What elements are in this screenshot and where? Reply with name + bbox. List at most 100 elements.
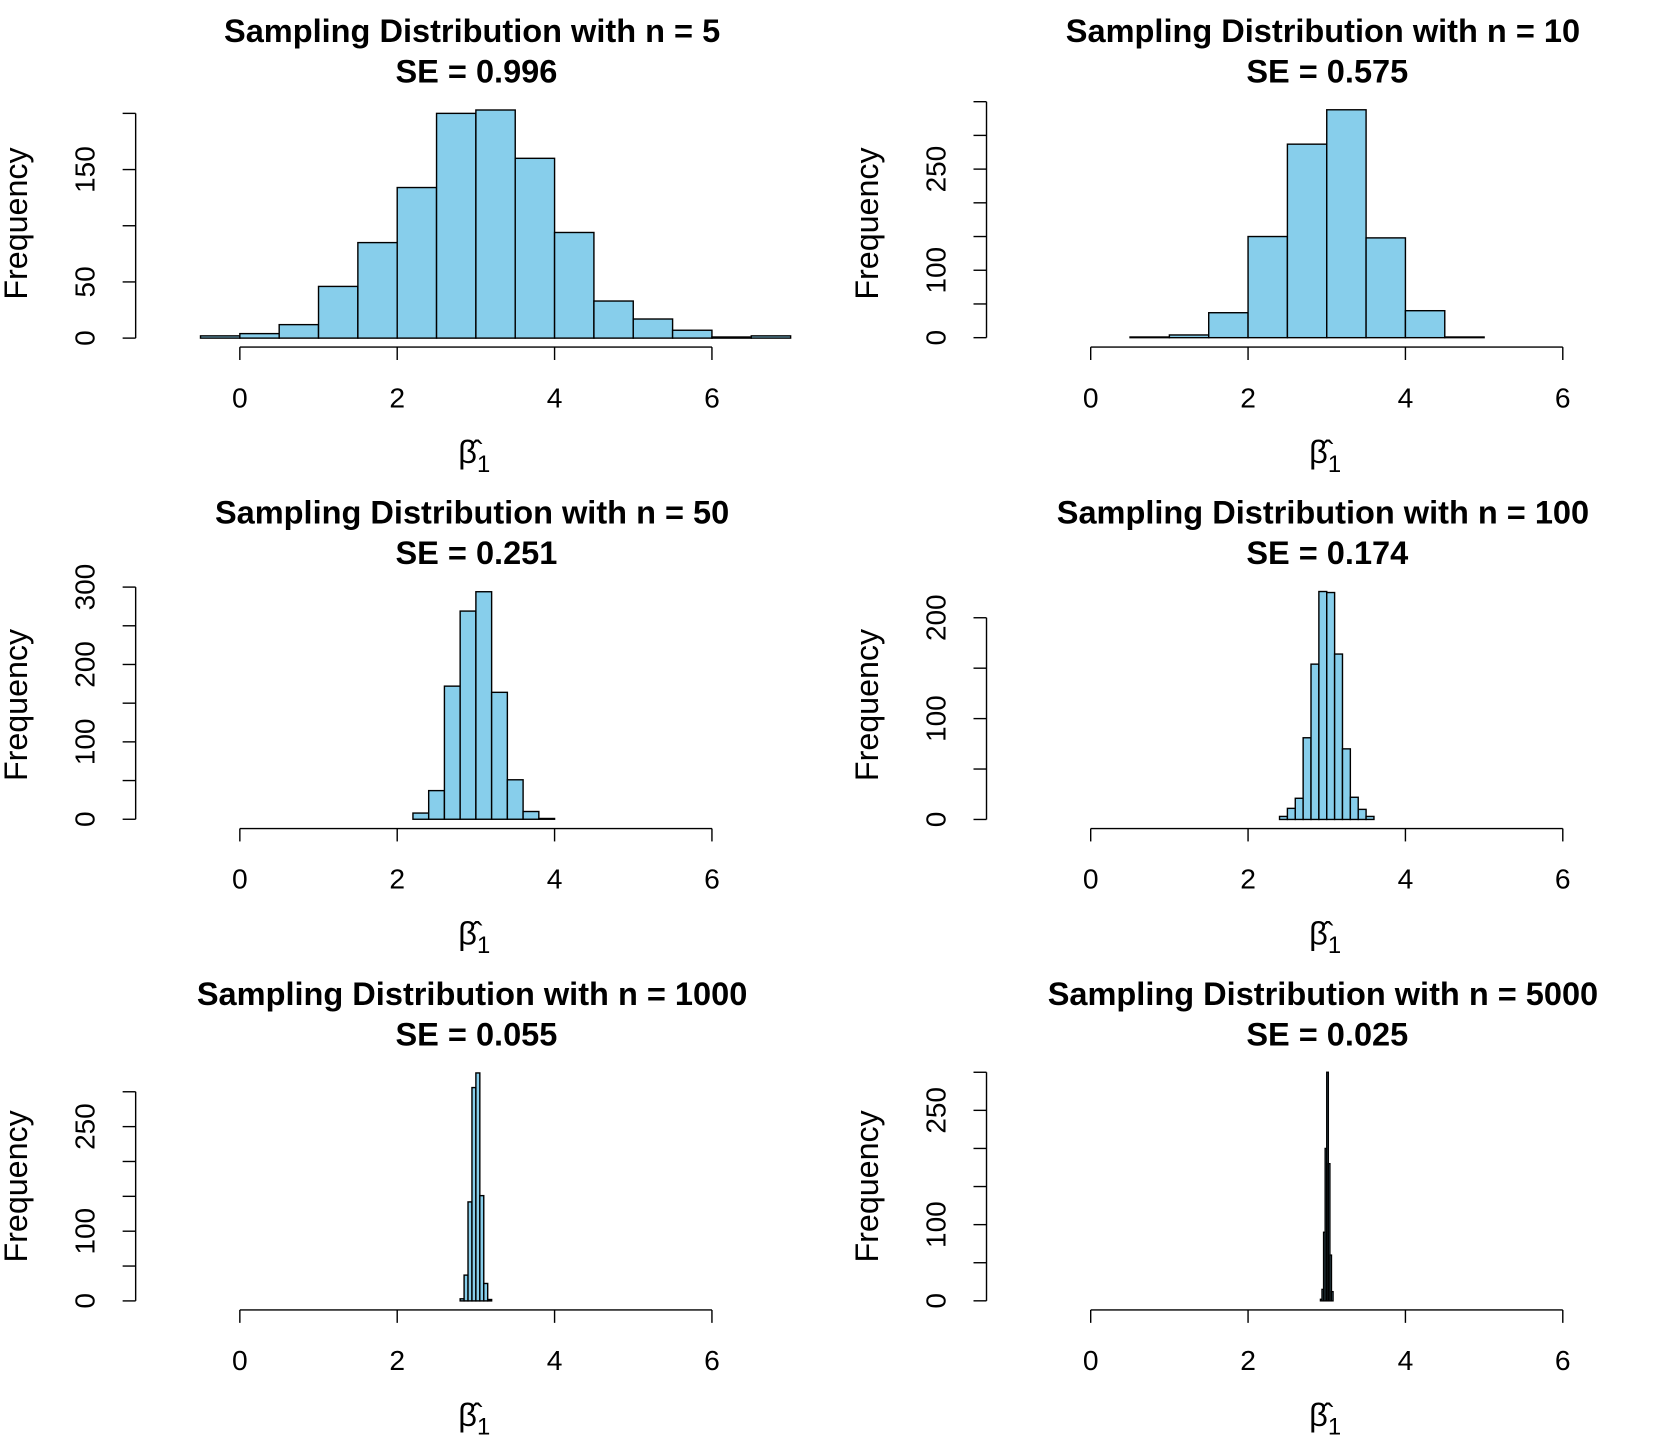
y-tick-label: 0 [920, 1293, 951, 1309]
chart-title: Sampling Distribution with n = 100 [1057, 494, 1589, 530]
y-tick-label: 200 [69, 641, 100, 688]
y-tick-label: 300 [69, 564, 100, 611]
bar [199, 335, 241, 339]
x-label-subscript: 1 [1328, 451, 1341, 478]
bar [1326, 591, 1336, 821]
x-tick-label: 6 [1555, 1345, 1571, 1376]
bar [427, 789, 446, 820]
bar [483, 1282, 489, 1302]
x-label-subscript: 1 [477, 451, 490, 478]
bar [632, 318, 674, 339]
bar [357, 241, 398, 339]
bar [1365, 815, 1375, 821]
y-axis-label: Frequency [849, 147, 885, 300]
x-axis-label: β̂1 [458, 916, 490, 959]
bar [412, 812, 430, 820]
bar [553, 231, 595, 339]
bar [750, 335, 792, 339]
y-axis-label: Frequency [0, 1109, 34, 1262]
x-tick-label: 0 [1083, 382, 1099, 413]
chart-subtitle: SE = 0.996 [395, 54, 557, 90]
bar [1404, 309, 1446, 339]
chart-subtitle: SE = 0.575 [1246, 54, 1408, 90]
bar [486, 1298, 493, 1302]
x-tick-label: 0 [232, 1345, 248, 1376]
bar [459, 610, 477, 820]
x-tick-label: 6 [1555, 864, 1571, 895]
bar [1286, 143, 1328, 339]
panel: Sampling Distribution with n = 50 SE = 0.… [0, 494, 729, 959]
bar [1341, 748, 1352, 821]
x-tick-label: 2 [389, 864, 405, 895]
x-tick-label: 4 [547, 864, 563, 895]
y-tick-label: 150 [69, 146, 100, 193]
y-tick-label: 200 [920, 594, 951, 641]
x-label-subscript: 1 [477, 932, 490, 959]
panel: Sampling Distribution with n = 5000 SE = … [849, 976, 1598, 1440]
y-axis-label: Frequency [849, 628, 885, 781]
y-tick-label: 50 [69, 266, 100, 297]
chart-title: Sampling Distribution with n = 5000 [1048, 976, 1598, 1012]
x-label-subscript: 1 [1328, 932, 1341, 959]
y-tick-label: 0 [69, 330, 100, 346]
y-tick-label: 100 [69, 719, 100, 766]
y-tick-label: 100 [920, 695, 951, 742]
panel: Sampling Distribution with n = 10 SE = 0.… [849, 13, 1580, 478]
bar [239, 332, 280, 339]
chart-subtitle: SE = 0.251 [395, 535, 557, 571]
bar [671, 329, 713, 339]
bar [1278, 815, 1289, 821]
bar [593, 300, 634, 339]
bar [278, 323, 320, 339]
bar [443, 685, 461, 820]
bar [522, 810, 540, 820]
x-label-subscript: 1 [1328, 1414, 1341, 1440]
bar [1333, 653, 1344, 821]
y-axis-label: Frequency [849, 1109, 885, 1262]
bar [475, 591, 493, 820]
bar [1365, 237, 1407, 339]
bar [1349, 796, 1359, 821]
bar [317, 285, 359, 339]
y-tick-label: 250 [920, 146, 951, 193]
x-tick-label: 0 [232, 864, 248, 895]
bar [475, 1072, 481, 1302]
x-tick-label: 4 [1398, 1345, 1414, 1376]
y-tick-label: 0 [920, 330, 951, 346]
bar [1326, 109, 1367, 339]
x-axis-label: β̂1 [458, 1397, 490, 1440]
bar [1302, 737, 1312, 821]
x-tick-label: 6 [704, 1345, 720, 1376]
chart-subtitle: SE = 0.174 [1246, 535, 1408, 571]
x-tick-label: 4 [547, 382, 563, 413]
x-tick-label: 4 [547, 1345, 563, 1376]
x-axis-label: β̂1 [458, 434, 490, 477]
x-axis-label: β̂1 [1309, 1397, 1341, 1440]
x-tick-label: 4 [1398, 864, 1414, 895]
chart-title: Sampling Distribution with n = 10 [1066, 13, 1580, 49]
x-tick-label: 2 [1240, 1345, 1256, 1376]
bar [538, 817, 556, 820]
y-tick-label: 0 [920, 812, 951, 828]
x-tick-label: 0 [232, 382, 248, 413]
bar [1310, 663, 1320, 821]
x-tick-label: 6 [704, 382, 720, 413]
bar [479, 1194, 485, 1302]
bar [1294, 797, 1304, 821]
bar [1286, 807, 1296, 821]
bar [1444, 336, 1485, 339]
bar [1327, 1162, 1331, 1302]
y-tick-label: 0 [69, 1293, 100, 1309]
chart-title: Sampling Distribution with n = 1000 [197, 976, 747, 1012]
x-tick-label: 0 [1083, 864, 1099, 895]
bar [1247, 235, 1289, 339]
bar [435, 112, 477, 339]
y-tick-label: 250 [920, 1087, 951, 1134]
bar [711, 336, 752, 339]
y-axis-label: Frequency [0, 628, 34, 781]
y-tick-label: 250 [69, 1103, 100, 1150]
x-label-subscript: 1 [477, 1414, 490, 1440]
bar [506, 779, 524, 820]
x-tick-label: 2 [1240, 864, 1256, 895]
bar [396, 186, 438, 339]
